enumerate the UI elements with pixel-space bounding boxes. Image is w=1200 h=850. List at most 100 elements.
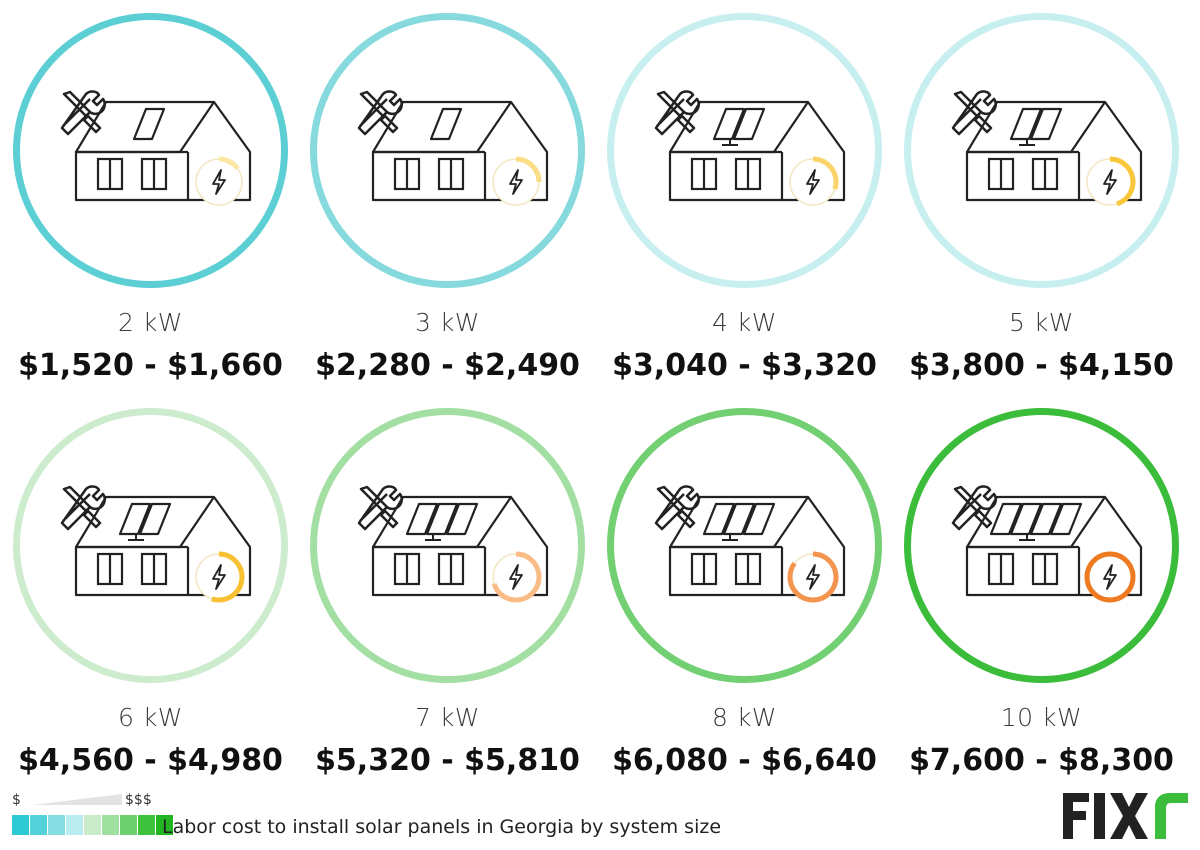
price-range: $5,320 - $5,810 <box>315 743 580 778</box>
price-range: $1,520 - $1,660 <box>18 348 283 383</box>
legend-swatch <box>138 815 155 835</box>
wrench-screwdriver-icon <box>60 90 106 136</box>
solar-panel <box>132 107 166 141</box>
energy-meter <box>787 156 839 208</box>
solar-panels <box>118 502 172 541</box>
house-icon <box>74 100 252 202</box>
solar-panel <box>989 502 1023 536</box>
cost-grid: 2 kW $1,520 - $1,660 3 kW $2,280 - $2,490 4 … <box>2 2 1190 792</box>
house-illustration <box>904 408 1179 683</box>
cost-card: 2 kW $1,520 - $1,660 <box>2 2 299 397</box>
solar-panel <box>1049 502 1083 536</box>
energy-meter <box>1084 156 1136 208</box>
size-ring <box>607 408 882 683</box>
energy-meter <box>193 551 245 603</box>
system-size-label: 5 kW <box>1008 308 1075 337</box>
solar-panel <box>445 502 479 536</box>
system-size-label: 4 kW <box>711 308 778 337</box>
system-size-label: 3 kW <box>414 308 481 337</box>
house-illustration <box>904 13 1179 288</box>
legend-swatch <box>30 815 47 835</box>
house-icon <box>965 100 1143 202</box>
house-illustration <box>607 408 882 683</box>
solar-panel <box>1029 107 1063 141</box>
cost-card: 8 kW $6,080 - $6,640 <box>596 397 893 792</box>
legend-caption: Labor cost to install solar panels in Ge… <box>162 816 722 838</box>
meter-level-arc <box>787 156 839 208</box>
solar-panel <box>1009 107 1043 141</box>
cost-card: 10 kW $7,600 - $8,300 <box>893 397 1190 792</box>
solar-panel <box>138 502 172 536</box>
wrench-screwdriver-icon <box>654 90 700 136</box>
house-icon <box>74 495 252 597</box>
lightning-bolt-icon <box>1103 169 1117 195</box>
fixr-logo <box>1063 793 1188 839</box>
legend-swatch <box>12 815 29 835</box>
price-range: $4,560 - $4,980 <box>18 743 283 778</box>
meter-level-arc <box>193 156 245 208</box>
solar-panel <box>425 502 459 536</box>
house-illustration <box>13 13 288 288</box>
lightning-bolt-icon <box>806 564 820 590</box>
price-range: $3,800 - $4,150 <box>909 348 1174 383</box>
meter-level-arc <box>490 156 542 208</box>
legend-swatch <box>48 815 65 835</box>
lightning-bolt-icon <box>1103 564 1117 590</box>
legend-swatch <box>84 815 101 835</box>
solar-panel <box>405 502 439 536</box>
energy-meter <box>193 156 245 208</box>
solar-panels <box>989 502 1083 541</box>
house-icon <box>965 495 1143 597</box>
house-illustration <box>310 408 585 683</box>
solar-panel <box>118 502 152 536</box>
size-ring <box>310 13 585 288</box>
size-ring <box>904 13 1179 288</box>
solar-panel <box>722 502 756 536</box>
house-icon <box>668 100 846 202</box>
lightning-bolt-icon <box>212 564 226 590</box>
house-icon <box>668 495 846 597</box>
cost-card: 7 kW $5,320 - $5,810 <box>299 397 596 792</box>
size-ring <box>13 408 288 683</box>
size-ring <box>904 408 1179 683</box>
size-ring <box>607 13 882 288</box>
legend-swatch <box>66 815 83 835</box>
cost-card: 4 kW $3,040 - $3,320 <box>596 2 893 397</box>
solar-panels <box>702 502 776 541</box>
solar-panel <box>712 107 746 141</box>
legend-swatch <box>102 815 119 835</box>
energy-meter <box>490 551 542 603</box>
solar-panel <box>702 502 736 536</box>
solar-panel <box>1029 502 1063 536</box>
house-illustration <box>607 13 882 288</box>
size-ring <box>310 408 585 683</box>
meter-level-arc <box>490 551 542 603</box>
energy-meter <box>490 156 542 208</box>
system-size-label: 7 kW <box>414 703 481 732</box>
solar-panel <box>732 107 766 141</box>
cost-card: 6 kW $4,560 - $4,980 <box>2 397 299 792</box>
cost-card: 5 kW $3,800 - $4,150 <box>893 2 1190 397</box>
price-range: $3,040 - $3,320 <box>612 348 877 383</box>
solar-panels <box>405 502 479 541</box>
legend-high-label: $$$ <box>125 792 152 808</box>
house-icon <box>371 495 549 597</box>
house-illustration <box>310 13 585 288</box>
cost-card: 3 kW $2,280 - $2,490 <box>299 2 596 397</box>
house-illustration <box>13 408 288 683</box>
meter-level-arc <box>1084 156 1136 208</box>
wrench-screwdriver-icon <box>357 90 403 136</box>
energy-meter <box>1084 551 1136 603</box>
solar-panel <box>1009 502 1043 536</box>
size-ring <box>13 13 288 288</box>
legend-swatch <box>156 815 173 835</box>
legend-swatch <box>120 815 137 835</box>
system-size-label: 8 kW <box>711 703 778 732</box>
solar-panels <box>712 107 766 146</box>
lightning-bolt-icon <box>509 564 523 590</box>
price-range: $7,600 - $8,300 <box>909 743 1174 778</box>
legend: $ $$$ Labor cost to install solar panels… <box>12 790 772 846</box>
price-range: $2,280 - $2,490 <box>315 348 580 383</box>
house-icon <box>371 100 549 202</box>
legend-swatches <box>12 815 174 835</box>
